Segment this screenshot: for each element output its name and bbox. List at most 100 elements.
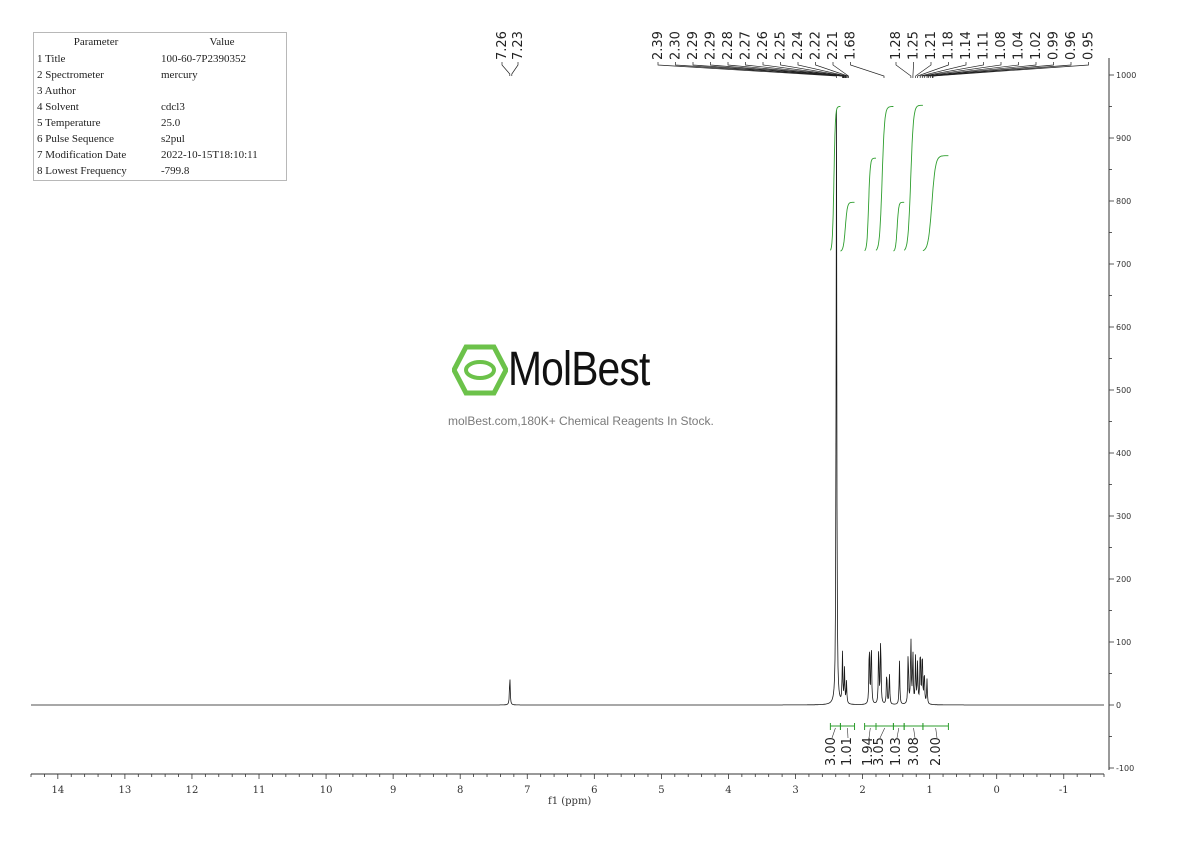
table-row: 1 Title 100-60-7P2390352 [34, 52, 286, 68]
peak-leader [932, 62, 1089, 78]
peak-label: 7.26 [495, 31, 510, 60]
value-header: Value [209, 36, 235, 48]
peak-leader [511, 62, 519, 76]
peak-leader [926, 62, 1019, 78]
spectrum-trace [31, 110, 1104, 706]
param-name: 3 Author [37, 85, 76, 97]
peak-leader [745, 62, 845, 78]
peak-label: 2.22 [809, 31, 824, 60]
peak-label: 2.24 [791, 31, 806, 60]
peak-label: 0.96 [1064, 31, 1079, 60]
integral-leader [879, 727, 885, 739]
peak-leader [929, 62, 1054, 78]
watermark-tagline: molBest.com,180K+ Chemical Reagents In S… [448, 414, 714, 428]
integral-curve [840, 201, 855, 252]
integral-curve [893, 201, 905, 252]
integral-value-label: 1.01 [840, 737, 855, 766]
param-value: -799.8 [161, 165, 190, 177]
y-tick-label: 800 [1116, 197, 1131, 206]
param-name: 6 Pulse Sequence [37, 133, 114, 145]
peak-leader [501, 62, 511, 76]
param-value: 25.0 [161, 117, 181, 129]
x-tick-label: 1 [926, 785, 932, 796]
x-tick-label: 6 [591, 785, 597, 796]
x-tick-label: 8 [457, 785, 463, 796]
peak-leader [850, 62, 885, 78]
peak-label: 1.21 [924, 31, 939, 60]
peak-leader [762, 62, 846, 78]
peak-leader [921, 62, 984, 78]
peak-label: 2.27 [739, 31, 754, 60]
peak-leader [927, 62, 1037, 78]
integral-curve [922, 155, 949, 252]
x-tick-label: 14 [51, 785, 64, 796]
param-value [158, 84, 286, 100]
integral-leader [868, 727, 871, 739]
table-row: 6 Pulse Sequence s2pul [34, 132, 286, 148]
peak-label: 1.28 [889, 31, 904, 60]
integral-leader [935, 727, 938, 739]
peak-leader [797, 62, 847, 78]
peak-label: 2.25 [774, 31, 789, 60]
integral-value-label: 1.03 [889, 737, 904, 766]
peak-label: 1.14 [959, 31, 974, 60]
x-tick-label: 7 [524, 785, 530, 796]
integral-value-label: 3.05 [872, 737, 887, 766]
y-tick-label: 400 [1116, 449, 1131, 458]
table-row: 7 Modification Date 2022-10-15T18:10:11 [34, 148, 286, 164]
peak-leader [917, 62, 949, 78]
x-tick-label: 0 [994, 785, 1000, 796]
peak-leader [815, 62, 849, 78]
y-tick-label: 300 [1116, 512, 1131, 521]
peak-label: 0.95 [1082, 31, 1097, 60]
x-axis-title: f1 (ppm) [548, 796, 592, 807]
y-tick-label: 700 [1116, 260, 1131, 269]
peak-label: 2.26 [756, 31, 771, 60]
peak-leader [931, 62, 1072, 78]
x-tick-label: 2 [859, 785, 865, 796]
integral-leader [831, 727, 836, 739]
y-tick-label: 500 [1116, 386, 1131, 395]
param-name: 4 Solvent [37, 101, 79, 113]
peak-label: 2.29 [686, 31, 701, 60]
watermark-brand: MolBest [508, 343, 650, 396]
integral-curve [829, 106, 841, 251]
integral-value-label: 3.00 [824, 737, 839, 766]
peak-label: 1.04 [1012, 31, 1027, 60]
peak-leader [657, 62, 837, 78]
peak-leader [675, 62, 843, 78]
x-tick-label: 11 [253, 785, 266, 796]
y-tick-label: 900 [1116, 134, 1131, 143]
integral-curve [875, 106, 894, 251]
table-row: 5 Temperature 25.0 [34, 116, 286, 132]
peak-label: 1.02 [1029, 31, 1044, 60]
table-row: 2 Spectrometer mercury [34, 68, 286, 84]
y-tick-label: -100 [1116, 764, 1134, 773]
integral-value-label: 1.94 [861, 737, 876, 766]
x-tick-label: -1 [1059, 785, 1069, 796]
param-name: 7 Modification Date [37, 149, 127, 161]
y-tick-label: 0 [1116, 701, 1121, 710]
x-tick-label: 13 [119, 785, 132, 796]
peak-leader [923, 62, 1002, 78]
integral-leader [847, 727, 849, 739]
table-row: 8 Lowest Frequency -799.8 [34, 164, 286, 180]
peak-label: 1.25 [907, 31, 922, 60]
table-row: 3 Author [34, 84, 286, 100]
integral-leader [896, 727, 900, 739]
peak-label: 2.28 [721, 31, 736, 60]
peak-leader [919, 62, 967, 78]
integral-value-label: 3.08 [907, 737, 922, 766]
peak-label: 2.39 [651, 31, 666, 60]
x-tick-label: 3 [792, 785, 798, 796]
parameter-table: Parameter Value 1 Title 100-60-7P2390352… [33, 32, 287, 181]
peak-leader [895, 62, 912, 78]
table-row: 4 Solvent cdcl3 [34, 100, 286, 116]
peak-label: 0.99 [1047, 31, 1062, 60]
peak-leader [912, 62, 914, 78]
y-tick-label: 1000 [1116, 71, 1136, 80]
peak-leader [832, 62, 849, 78]
param-name: 1 Title [37, 53, 66, 65]
peak-leader [710, 62, 844, 78]
